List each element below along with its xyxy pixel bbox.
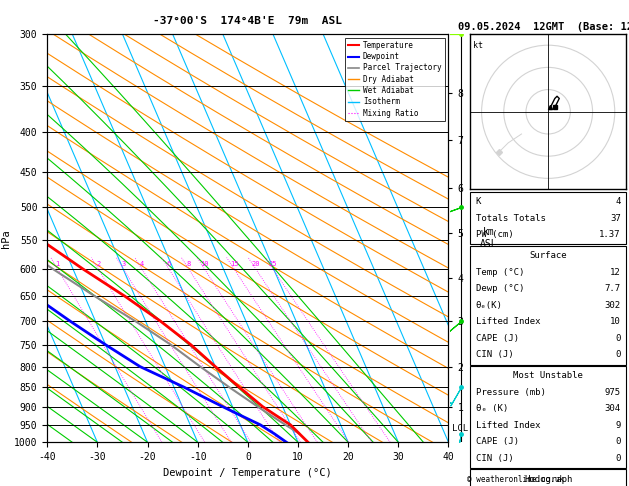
Text: 1: 1 [55, 261, 60, 267]
Text: 2: 2 [96, 261, 101, 267]
Text: CIN (J): CIN (J) [476, 454, 513, 463]
Text: 975: 975 [604, 388, 621, 397]
Text: 304: 304 [604, 404, 621, 413]
Text: Temp (°C): Temp (°C) [476, 268, 524, 277]
Text: CIN (J): CIN (J) [476, 350, 513, 359]
Text: PW (cm): PW (cm) [476, 230, 513, 239]
Text: 0: 0 [615, 437, 621, 446]
Text: Pressure (mb): Pressure (mb) [476, 388, 545, 397]
Text: 9: 9 [615, 421, 621, 430]
Y-axis label: hPa: hPa [1, 229, 11, 247]
X-axis label: Dewpoint / Temperature (°C): Dewpoint / Temperature (°C) [164, 468, 332, 478]
Text: Lifted Index: Lifted Index [476, 421, 540, 430]
Text: Dewp (°C): Dewp (°C) [476, 284, 524, 293]
Y-axis label: km
ASL: km ASL [479, 227, 497, 249]
Text: 12: 12 [610, 268, 621, 277]
Text: 10: 10 [200, 261, 209, 267]
Text: LCL: LCL [452, 424, 469, 433]
Text: CAPE (J): CAPE (J) [476, 437, 518, 446]
Text: K: K [476, 197, 481, 206]
Text: Totals Totals: Totals Totals [476, 214, 545, 223]
Text: 0: 0 [615, 334, 621, 343]
Text: -37°00'S  174°4B'E  79m  ASL: -37°00'S 174°4B'E 79m ASL [153, 16, 342, 26]
Text: Lifted Index: Lifted Index [476, 317, 540, 326]
Text: θₑ (K): θₑ (K) [476, 404, 508, 413]
Text: Hodograph: Hodograph [524, 475, 572, 484]
Text: 4: 4 [140, 261, 144, 267]
Text: 15: 15 [230, 261, 238, 267]
Text: 25: 25 [269, 261, 277, 267]
Text: 37: 37 [610, 214, 621, 223]
Text: © weatheronline.co.uk: © weatheronline.co.uk [467, 474, 564, 484]
Text: 6: 6 [167, 261, 171, 267]
Text: Surface: Surface [530, 251, 567, 260]
Text: 4: 4 [615, 197, 621, 206]
Text: 10: 10 [610, 317, 621, 326]
Text: CAPE (J): CAPE (J) [476, 334, 518, 343]
Text: 3: 3 [121, 261, 126, 267]
Text: kt: kt [473, 41, 482, 50]
Text: 1.37: 1.37 [599, 230, 621, 239]
Text: 0: 0 [615, 350, 621, 359]
Text: 8: 8 [187, 261, 191, 267]
Text: 09.05.2024  12GMT  (Base: 12): 09.05.2024 12GMT (Base: 12) [457, 21, 629, 32]
Legend: Temperature, Dewpoint, Parcel Trajectory, Dry Adiabat, Wet Adiabat, Isotherm, Mi: Temperature, Dewpoint, Parcel Trajectory… [345, 38, 445, 121]
Text: 7.7: 7.7 [604, 284, 621, 293]
Text: 302: 302 [604, 301, 621, 310]
Text: θₑ(K): θₑ(K) [476, 301, 503, 310]
Text: 20: 20 [252, 261, 260, 267]
Text: Most Unstable: Most Unstable [513, 371, 583, 380]
Text: 0: 0 [615, 454, 621, 463]
